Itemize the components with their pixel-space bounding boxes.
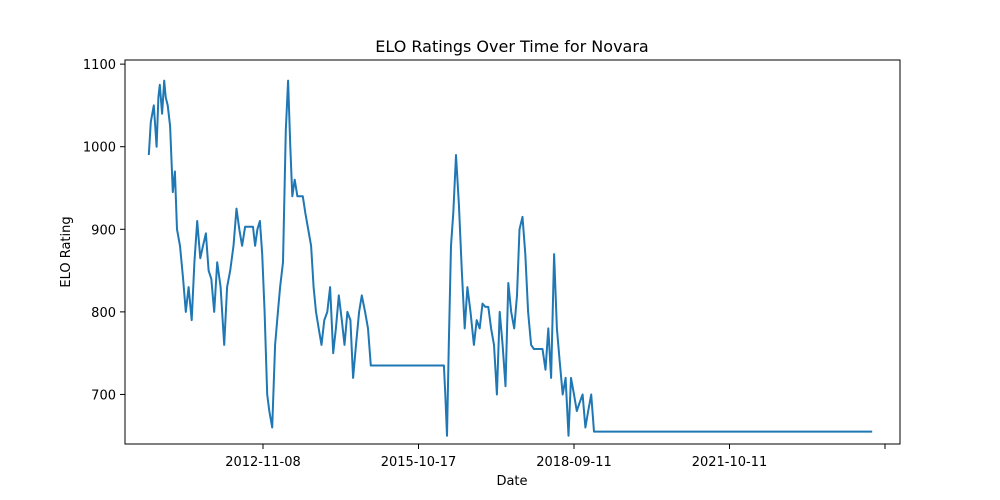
y-axis-label: ELO Rating: [59, 216, 74, 287]
y-tick-label: 700: [91, 388, 116, 403]
chart-title: ELO Ratings Over Time for Novara: [375, 37, 648, 56]
x-tick-label: 2012-11-08: [225, 455, 301, 470]
plot-frame: [124, 59, 901, 445]
plot-area: [147, 79, 873, 437]
series-line-novara: [147, 79, 873, 437]
y-tick-label: 1000: [83, 141, 116, 156]
y-tick-label: 1100: [83, 58, 116, 73]
x-axis: 2012-11-08 2015-10-17 2018-09-11 2021-10-11: [225, 444, 886, 470]
x-tick-label: 2018-09-11: [536, 455, 612, 470]
y-tick-label: 900: [91, 223, 116, 238]
x-axis-label: Date: [496, 474, 527, 489]
y-tick-label: 800: [91, 306, 116, 321]
x-tick-label: 2015-10-17: [381, 455, 457, 470]
x-tick-label: 2021-10-11: [692, 455, 768, 470]
y-axis: 700 800 900 1000 1100: [83, 58, 125, 403]
